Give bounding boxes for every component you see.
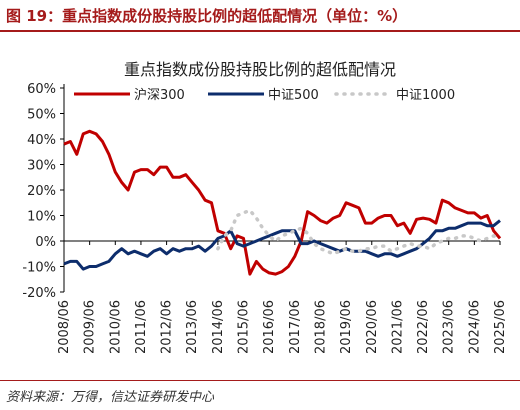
- x-tick-label: 2010/06: [108, 300, 123, 354]
- x-tick-label: 2014/06: [211, 300, 226, 354]
- legend-label-3: 中证1000: [396, 88, 455, 103]
- figure-title: 图 19：重点指数成份股持股比例的超低配情况（单位：%）: [6, 7, 408, 25]
- x-tick-label: 2012/06: [160, 300, 175, 354]
- y-tick-label: 60%: [27, 82, 56, 97]
- x-tick-label: 2018/06: [313, 300, 328, 354]
- y-tick-label: -20%: [22, 286, 56, 301]
- x-tick-label: 2023/06: [442, 300, 457, 354]
- x-tick-label: 2009/06: [83, 300, 98, 354]
- y-tick-label: 30%: [27, 159, 56, 174]
- x-tick-label: 2022/06: [416, 300, 431, 354]
- y-tick-label: 20%: [27, 184, 56, 199]
- bottom-rule: [0, 380, 520, 381]
- x-tick-label: 2017/06: [288, 300, 303, 354]
- x-tick-label: 2008/06: [57, 300, 72, 354]
- x-tick-label: 2024/06: [467, 300, 482, 354]
- series-line-1: [63, 129, 502, 276]
- series-line-3: [216, 208, 502, 256]
- y-tick-label: 50%: [27, 108, 56, 123]
- x-tick-label: 2025/06: [493, 300, 508, 354]
- y-tick-label: -10%: [22, 261, 56, 276]
- x-tick-label: 2013/06: [185, 300, 200, 354]
- x-tick-label: 2016/06: [262, 300, 277, 354]
- chart-title: 重点指数成份股持股比例的超低配情况: [123, 60, 396, 79]
- y-tick-label: 40%: [27, 133, 56, 148]
- legend-label-1: 沪深300: [134, 87, 185, 103]
- y-tick-label: 10%: [27, 210, 56, 225]
- x-tick-label: 2015/06: [237, 300, 252, 354]
- figure-header: 图 19：重点指数成份股持股比例的超低配情况（单位：%）: [0, 0, 520, 32]
- source-note: 资料来源：万得，信达证券研发中心: [6, 390, 215, 405]
- chart-canvas: -20% -10% 0% 10% 20% 30% 40% 50% 60% 2008/06 2009/…: [22, 82, 508, 354]
- x-tick-label: 2021/06: [390, 300, 405, 354]
- x-tick-label: 2011/06: [134, 300, 149, 354]
- y-tick-label: 0%: [35, 235, 56, 250]
- x-tick-label: 2019/06: [339, 300, 354, 354]
- x-tick-label: 2020/06: [365, 300, 380, 354]
- legend-label-2: 中证500: [268, 88, 319, 103]
- series-line-2: [63, 219, 501, 271]
